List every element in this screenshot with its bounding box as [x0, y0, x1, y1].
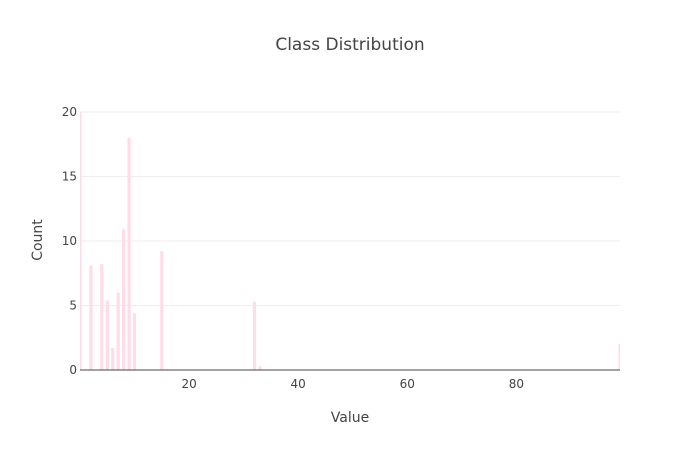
grid-layer [80, 111, 620, 306]
bars-layer [80, 112, 620, 370]
bar[interactable] [252, 301, 257, 370]
bar[interactable] [111, 348, 115, 370]
bar[interactable] [258, 366, 262, 370]
x-axis-title: Value [331, 410, 369, 426]
x-axis-ticks: 20 40 60 80 [181, 377, 524, 391]
bar[interactable] [160, 251, 164, 370]
chart-title: Class Distribution [275, 35, 424, 55]
bar[interactable] [105, 300, 109, 370]
y-tick-label: 10 [62, 234, 77, 248]
bar[interactable] [618, 344, 620, 370]
x-tick-label: 20 [181, 377, 196, 391]
x-tick-label: 40 [291, 377, 306, 391]
y-tick-label: 15 [62, 170, 77, 184]
y-tick-label: 20 [62, 105, 77, 119]
x-tick-label: 60 [400, 377, 415, 391]
y-axis-title: Count [30, 219, 46, 261]
bar[interactable] [80, 112, 82, 370]
y-axis-ticks: 0 5 10 15 20 [62, 105, 77, 377]
bar[interactable] [100, 264, 104, 370]
x-tick-label: 80 [509, 377, 524, 391]
bar[interactable] [89, 265, 93, 370]
y-tick-label: 0 [69, 363, 77, 377]
bar[interactable] [122, 229, 126, 370]
bar[interactable] [116, 292, 120, 370]
bar[interactable] [132, 313, 137, 370]
y-tick-label: 5 [69, 299, 77, 313]
bar[interactable] [127, 137, 131, 370]
